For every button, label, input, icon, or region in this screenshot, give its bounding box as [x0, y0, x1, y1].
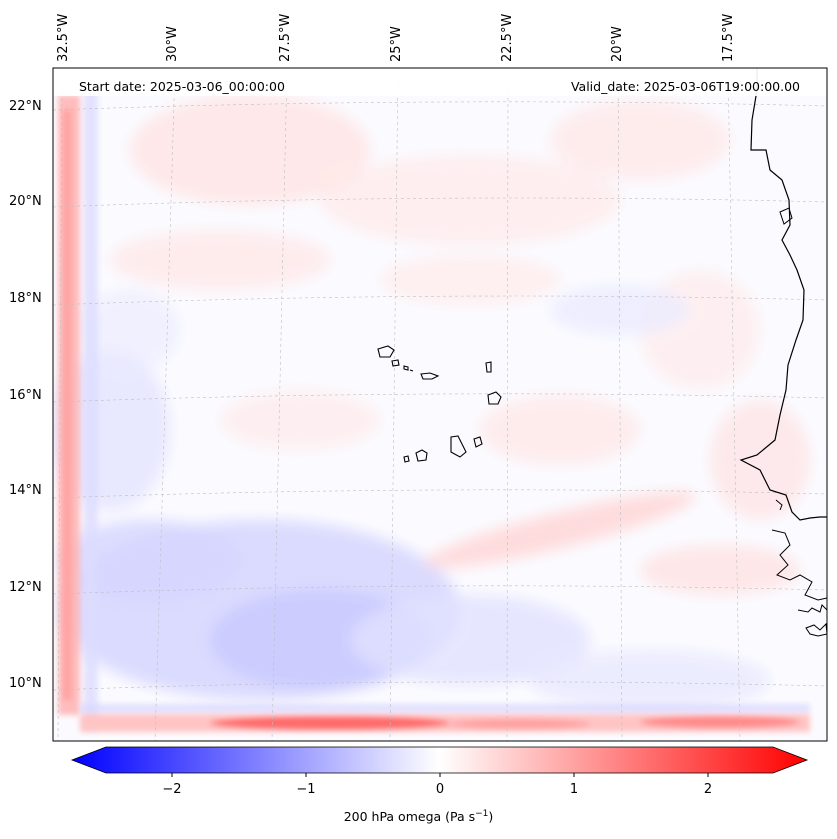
- lon-label: 30°W: [165, 26, 180, 62]
- colorbar-label-suffix: ): [488, 809, 494, 825]
- lon-label: 27.5°W: [278, 13, 293, 62]
- colorbar-outline: [70, 746, 809, 774]
- africa-coastline: [739, 68, 827, 521]
- valid-date-label: Valid_date: 2025-03-06T19:00:00.00: [570, 79, 800, 94]
- lon-label: 20°W: [610, 26, 625, 62]
- lat-label: 14°N: [9, 483, 42, 498]
- colorbar-label-prefix: 200 hPa omega (Pa s: [343, 809, 476, 825]
- cape-verde-islands: [377, 345, 502, 463]
- lat-label: 10°N: [9, 676, 42, 691]
- west-boundary-band: [58, 90, 98, 730]
- lon-label: 32.5°W: [56, 13, 71, 62]
- south-boundary-band: [80, 704, 810, 732]
- graticule: [53, 68, 827, 741]
- colorbar-tick: −2: [162, 782, 182, 797]
- lon-label: 22.5°W: [500, 13, 515, 62]
- lon-label: 17.5°W: [721, 13, 736, 62]
- colorbar-tick: 1: [569, 782, 579, 797]
- lat-label: 22°N: [9, 99, 42, 114]
- omega-field: [53, 68, 827, 741]
- colorbar: [70, 746, 809, 777]
- colorbar-tick: 0: [435, 782, 445, 797]
- colorbar-label: 200 hPa omega (Pa s−1): [0, 809, 837, 824]
- colorbar-gradient: [72, 747, 807, 773]
- lat-label: 18°N: [9, 291, 42, 306]
- lat-label: 12°N: [9, 580, 42, 595]
- colorbar-tick: −1: [296, 782, 316, 797]
- lat-label: 16°N: [9, 388, 42, 403]
- start-date-label: Start date: 2025-03-06_00:00:00: [79, 79, 285, 94]
- colorbar-label-exponent: −1: [475, 809, 489, 819]
- lat-label: 20°N: [9, 194, 42, 209]
- omega-blobs: [53, 95, 810, 710]
- map-frame: [52, 67, 828, 742]
- colorbar-tick: 2: [703, 782, 713, 797]
- header-strip: [53, 68, 827, 96]
- lon-label: 25°W: [389, 26, 404, 62]
